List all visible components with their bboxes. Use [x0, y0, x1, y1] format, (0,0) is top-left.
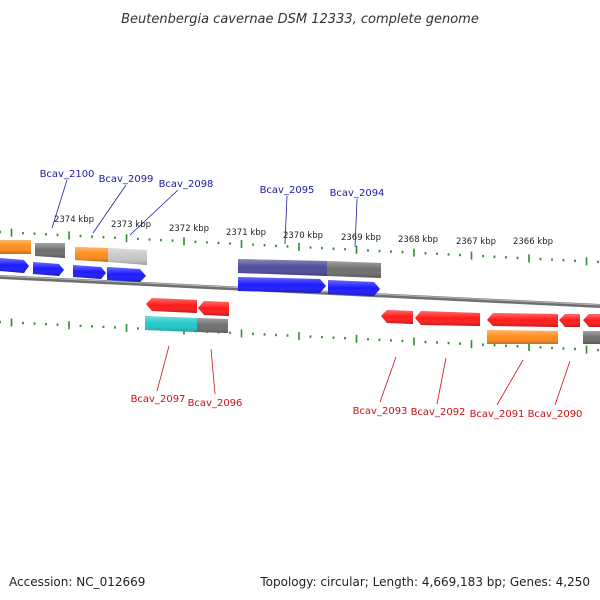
leader-line-bcav-2097: [156, 345, 170, 392]
scale-label-2366: 2366 kbp: [513, 237, 553, 247]
gene-label-bcav-2098[interactable]: Bcav_2098: [159, 179, 214, 190]
gene-feature-orange-2099[interactable]: [75, 247, 108, 262]
leader-line-bcav-2094: [354, 198, 358, 248]
gene-feature-gray-left[interactable]: [35, 243, 65, 258]
scale-label-2374: 2374 kbp: [54, 215, 94, 225]
gene-arrow-reverse-2092[interactable]: [415, 311, 480, 326]
gene-feature-gray-2096[interactable]: [197, 318, 228, 333]
gene-feature-gray-2094[interactable]: [327, 261, 381, 278]
gene-arrow-reverse-2096[interactable]: [198, 301, 229, 316]
gene-label-bcav-2090[interactable]: Bcav_2090: [528, 409, 583, 420]
scale-label-2373: 2373 kbp: [111, 220, 151, 230]
gene-feature-cyan-2097[interactable]: [145, 316, 197, 332]
map-title: Beutenbergia cavernae DSM 12333, complet…: [121, 12, 479, 27]
gene-feature-navy-2095[interactable]: [238, 259, 327, 276]
gene-arrow-forward-1[interactable]: [0, 258, 29, 273]
gene-feature-gray-right-edge[interactable]: [583, 331, 600, 344]
gene-label-bcav-2091[interactable]: Bcav_2091: [470, 409, 525, 420]
scale-label-2369: 2369 kbp: [341, 233, 381, 243]
gene-label-bcav-2096[interactable]: Bcav_2096: [188, 398, 243, 409]
gene-arrow-reverse-2097[interactable]: [146, 298, 197, 313]
leader-line-bcav-2098: [129, 189, 179, 236]
gene-arrow-forward-4[interactable]: [107, 267, 146, 282]
leader-line-bcav-2099: [92, 184, 127, 234]
scale-label-2372: 2372 kbp: [169, 224, 209, 234]
leader-line-bcav-2090: [554, 360, 571, 406]
gene-arrow-reverse-2093[interactable]: [381, 310, 413, 324]
leader-line-bcav-2100: [51, 179, 68, 229]
gene-arrow-forward-5[interactable]: [238, 277, 326, 293]
scale-label-2367: 2367 kbp: [456, 237, 496, 247]
gene-label-bcav-2092[interactable]: Bcav_2092: [411, 407, 466, 418]
gene-label-bcav-2100[interactable]: Bcav_2100: [40, 169, 95, 180]
gene-arrow-reverse-2090[interactable]: [559, 314, 580, 327]
gene-arrow-reverse-2091[interactable]: [487, 313, 558, 327]
gene-arrow-forward-6[interactable]: [328, 280, 380, 296]
scale-label-2371: 2371 kbp: [226, 228, 266, 238]
leader-line-bcav-2092: [436, 357, 447, 405]
leader-line-bcav-2091: [496, 359, 524, 406]
gene-arrow-forward-3[interactable]: [73, 265, 106, 279]
gene-label-bcav-2099[interactable]: Bcav_2099: [99, 174, 154, 185]
gene-label-bcav-2097[interactable]: Bcav_2097: [131, 394, 186, 405]
gene-feature-orange-2091[interactable]: [487, 330, 558, 344]
gene-label-bcav-2094[interactable]: Bcav_2094: [330, 188, 385, 199]
gene-label-bcav-2095[interactable]: Bcav_2095: [260, 185, 315, 196]
scale-label-2368: 2368 kbp: [398, 235, 438, 245]
leader-line-bcav-2093: [379, 356, 397, 403]
gene-arrow-reverse-right-edge[interactable]: [583, 314, 600, 327]
topology-text: Topology: circular; Length: 4,669,183 bp…: [259, 575, 590, 589]
gene-feature-lightgray-2098[interactable]: [108, 248, 147, 265]
scale-label-2370: 2370 kbp: [283, 231, 323, 241]
gene-feature-orange-left[interactable]: [0, 240, 31, 254]
leader-line-bcav-2095: [284, 195, 288, 245]
accession-text: Accession: NC_012669: [9, 575, 145, 589]
gene-arrow-forward-2[interactable]: [33, 262, 64, 276]
gene-label-bcav-2093[interactable]: Bcav_2093: [353, 406, 408, 417]
upper-tick-row: [0, 228, 599, 266]
leader-line-bcav-2096: [210, 348, 216, 395]
